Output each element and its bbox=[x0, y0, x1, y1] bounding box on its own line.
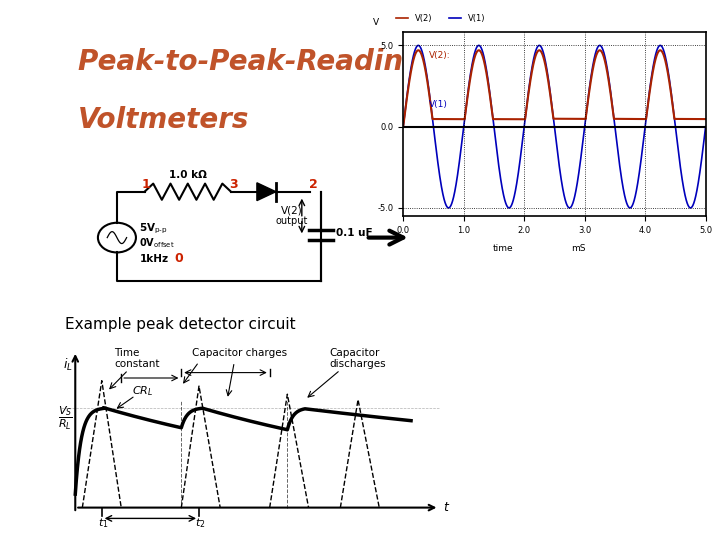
Text: time: time bbox=[492, 244, 513, 253]
Text: Capacitor charges: Capacitor charges bbox=[192, 348, 287, 359]
Text: output: output bbox=[276, 216, 308, 226]
Text: V: V bbox=[373, 18, 379, 27]
Text: V(2): V(2) bbox=[281, 205, 303, 215]
Text: Example peak detector circuit: Example peak detector circuit bbox=[65, 316, 295, 332]
Text: V(1): V(1) bbox=[428, 100, 447, 109]
Text: 1: 1 bbox=[141, 178, 150, 191]
Text: V(2):: V(2): bbox=[428, 51, 450, 60]
Text: 0.1 uF: 0.1 uF bbox=[336, 228, 373, 238]
Text: $t_1$: $t_1$ bbox=[98, 516, 109, 530]
Text: 0V$_{\rm offset}$: 0V$_{\rm offset}$ bbox=[140, 235, 175, 249]
Text: Capacitor: Capacitor bbox=[330, 348, 380, 359]
Text: 2: 2 bbox=[309, 178, 318, 191]
Text: 5V$_{\rm p\text{-}p}$: 5V$_{\rm p\text{-}p}$ bbox=[140, 221, 168, 235]
Text: 3: 3 bbox=[229, 178, 238, 191]
Legend: V(2), V(1): V(2), V(1) bbox=[392, 11, 489, 26]
Text: 1.0 kΩ: 1.0 kΩ bbox=[168, 170, 207, 180]
Text: $t$: $t$ bbox=[443, 501, 450, 514]
Text: Voltmeters: Voltmeters bbox=[78, 106, 249, 134]
Text: discharges: discharges bbox=[330, 359, 387, 369]
Text: $\dfrac{V_S}{R_L}$: $\dfrac{V_S}{R_L}$ bbox=[58, 405, 73, 432]
Text: constant: constant bbox=[114, 359, 160, 369]
Text: 1kHz: 1kHz bbox=[140, 254, 168, 264]
Text: mS: mS bbox=[572, 244, 586, 253]
Text: Time: Time bbox=[114, 348, 140, 359]
Polygon shape bbox=[257, 183, 276, 201]
Text: 0: 0 bbox=[174, 252, 183, 265]
Text: Peak-to-Peak-Reading AC: Peak-to-Peak-Reading AC bbox=[78, 48, 473, 76]
Text: $t_2$: $t_2$ bbox=[195, 516, 206, 530]
Text: $CR_L$: $CR_L$ bbox=[132, 384, 153, 398]
Text: $i_L$: $i_L$ bbox=[63, 356, 73, 373]
